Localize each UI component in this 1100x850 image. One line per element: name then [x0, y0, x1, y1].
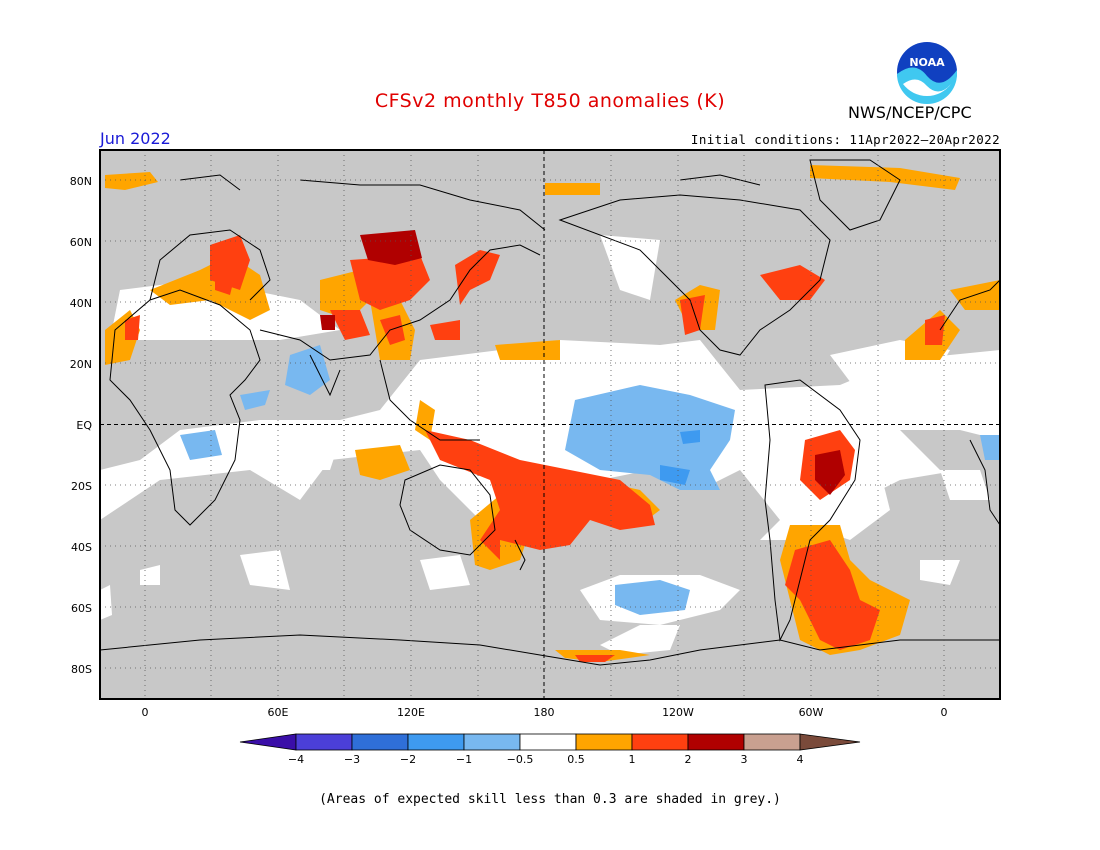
lat-label: 80S [71, 663, 92, 676]
colorbar-arrow-right [799, 733, 861, 751]
anomaly-minus-0p5-to-minus-1 [180, 345, 1000, 615]
map-frame [99, 149, 1001, 700]
skill-footnote: (Areas of expected skill less than 0.3 a… [319, 792, 781, 807]
coastlines [100, 159, 1000, 666]
lat-label: 60N [70, 236, 92, 249]
lon-label: 0 [941, 706, 948, 719]
longitude-labels: 0 60E 120E 180 120W 60W 0 [142, 706, 948, 719]
colorbar-segment [407, 733, 465, 751]
colorbar-segment [463, 733, 521, 751]
lon-label: 0 [142, 706, 149, 719]
colorbar-label: −3 [344, 753, 360, 766]
logo-text: NOAA [909, 56, 945, 69]
colorbar-label: −0.5 [507, 753, 534, 766]
colorbar-segment [631, 733, 689, 751]
lat-label: 20N [70, 358, 92, 371]
anomaly-minus-1-to-minus-2 [660, 430, 700, 485]
lat-label: 40N [70, 297, 92, 310]
lat-label: 20S [71, 480, 92, 493]
colorbar-label: −4 [288, 753, 304, 766]
valid-month-label: Jun 2022 [100, 129, 171, 148]
lat-label: 40S [71, 541, 92, 554]
latitude-labels: 80N 60N 40N 20N EQ 20S 40S 60S 80S [70, 175, 93, 676]
colorbar: −4 −3 −2 −1 −0.5 0.5 1 2 3 4 [239, 733, 861, 766]
colorbar-label: −1 [456, 753, 472, 766]
colorbar-segment [743, 733, 801, 751]
colorbar-label: 2 [685, 753, 692, 766]
colorbar-segment [351, 733, 409, 751]
colorbar-label: −2 [400, 753, 416, 766]
colorbar-label: 3 [741, 753, 748, 766]
initial-conditions-label: Initial conditions: 11Apr2022–20Apr2022 [690, 132, 1000, 147]
map-title: CFSv2 monthly T850 anomalies (K) [374, 90, 726, 112]
lon-label: 60W [799, 706, 824, 719]
colorbar-arrow-left [239, 733, 297, 751]
colorbar-segment [575, 733, 633, 751]
lon-label: 120E [397, 706, 425, 719]
lat-label: 80N [70, 175, 92, 188]
colorbar-segment [687, 733, 745, 751]
colorbar-label: 1 [629, 753, 636, 766]
anomaly-1-to-2 [125, 235, 945, 662]
lon-label: 60E [268, 706, 289, 719]
anomaly-2-to-3 [320, 230, 845, 495]
lon-label: 120W [662, 706, 694, 719]
colorbar-segment [519, 733, 577, 751]
lat-label: EQ [76, 419, 92, 432]
agency-label: NWS/NCEP/CPC [848, 103, 972, 122]
colorbar-label: 4 [797, 753, 804, 766]
lat-label: 60S [71, 602, 92, 615]
graticule [100, 150, 1000, 699]
noaa-logo-icon: NOAA [895, 40, 959, 108]
lon-label: 180 [534, 706, 555, 719]
colorbar-segment [295, 733, 353, 751]
colorbar-label: 0.5 [567, 753, 585, 766]
